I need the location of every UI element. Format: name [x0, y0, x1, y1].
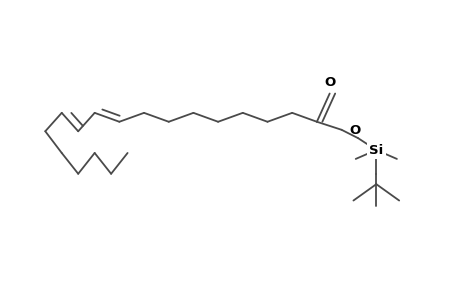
Text: Si: Si	[369, 143, 383, 157]
Text: O: O	[323, 76, 335, 89]
Text: O: O	[348, 124, 359, 137]
